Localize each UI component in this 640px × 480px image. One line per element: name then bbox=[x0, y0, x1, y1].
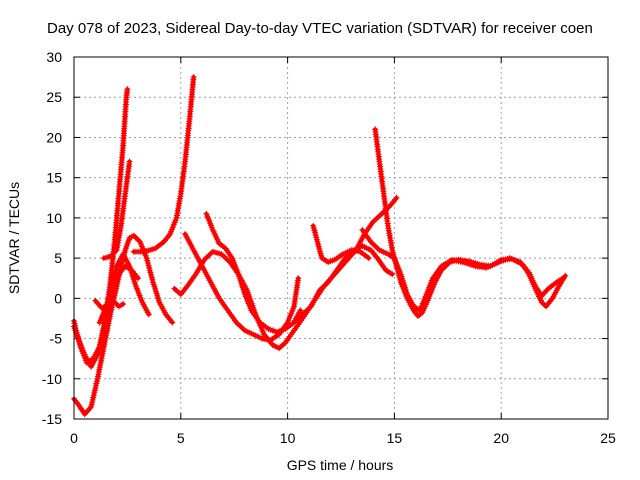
x-tick-label: 20 bbox=[493, 430, 509, 446]
y-tick-label: 20 bbox=[46, 129, 62, 145]
data-point bbox=[560, 275, 567, 282]
data-point bbox=[295, 275, 302, 282]
y-tick-label: 0 bbox=[54, 290, 62, 306]
series-arc-4 bbox=[100, 158, 133, 262]
x-tick-label: 25 bbox=[600, 430, 616, 446]
series-arc-9 bbox=[182, 231, 302, 344]
data-point bbox=[538, 299, 545, 306]
series-arc-6 bbox=[96, 263, 142, 326]
series-track bbox=[292, 244, 395, 325]
series-track bbox=[72, 233, 175, 417]
plot-frame bbox=[73, 56, 609, 420]
data-point bbox=[190, 74, 197, 81]
data-point bbox=[365, 255, 372, 262]
series-arc-12 bbox=[310, 222, 372, 266]
y-tick-label: 25 bbox=[46, 89, 62, 105]
data-point bbox=[135, 275, 142, 282]
x-tick-label: 15 bbox=[387, 430, 403, 446]
y-tick-label: -10 bbox=[42, 371, 62, 387]
x-axis-label: GPS time / hours bbox=[287, 457, 394, 473]
y-tick-label: 5 bbox=[54, 250, 62, 266]
series-group bbox=[71, 74, 569, 418]
data-point bbox=[111, 299, 118, 306]
series-arc-14 bbox=[359, 227, 567, 314]
data-point bbox=[120, 301, 127, 307]
series-arc-1 bbox=[71, 232, 176, 418]
tick-labels: 0 5 10 15 20 25 -15 -10 -5 0 5 10 15 20 25 30 bbox=[42, 49, 616, 446]
y-tick-label: 15 bbox=[46, 170, 62, 186]
y-axis-label: SDTVAR / TECUs bbox=[6, 182, 22, 294]
data-point bbox=[169, 319, 176, 326]
chart-title: Day 078 of 2023, Sidereal Day-to-day VTE… bbox=[47, 20, 593, 37]
data-point bbox=[297, 307, 304, 314]
y-tick-label: 10 bbox=[46, 210, 62, 226]
data-point bbox=[113, 300, 119, 307]
data-point bbox=[124, 86, 131, 93]
data-point bbox=[389, 271, 396, 278]
y-tick-label: -15 bbox=[42, 411, 62, 427]
y-tick-label: -5 bbox=[50, 331, 63, 347]
axis-ticks bbox=[73, 56, 609, 420]
x-tick-label: 5 bbox=[177, 430, 185, 446]
data-point bbox=[540, 300, 547, 307]
x-tick-label: 10 bbox=[280, 430, 296, 446]
data-point bbox=[145, 311, 152, 318]
grid bbox=[74, 57, 608, 419]
data-point bbox=[126, 158, 133, 165]
y-tick-label: 30 bbox=[46, 49, 62, 65]
series-arc-7 bbox=[130, 74, 197, 255]
data-point bbox=[393, 194, 400, 201]
x-tick-label: 0 bbox=[70, 430, 78, 446]
